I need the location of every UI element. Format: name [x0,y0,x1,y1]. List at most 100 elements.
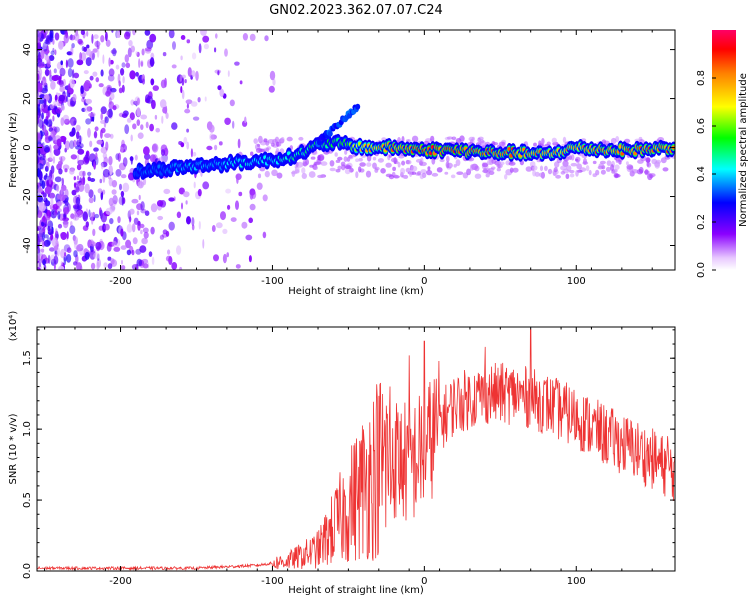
noise-speck [235,200,239,210]
noise-speck [185,99,193,105]
noise-speck [61,177,64,187]
noise-speck [217,85,222,91]
noise-speck [37,82,41,90]
noise-speck [43,239,51,247]
noise-speck [71,43,75,49]
noise-speck [70,46,74,56]
fringe-speck [562,160,569,168]
noise-speck [64,140,70,151]
noise-speck [97,188,103,194]
fringe-speck [335,159,341,163]
noise-speck [211,225,216,232]
noise-speck [110,259,118,267]
noise-speck [37,132,41,141]
noise-speck [150,226,155,235]
noise-speck [150,78,155,86]
noise-speck [37,54,41,61]
fringe-speck [610,137,617,144]
noise-speck [75,196,81,206]
fringe-speck [487,167,495,172]
snr-panel: -200 -100 0 100 0.0 0.5 1.0 1.5 Height of stra… [8,311,676,596]
noise-speck [58,40,64,50]
noise-speck [64,30,68,36]
noise-speck [215,222,223,229]
noise-speck [224,48,228,57]
noise-speck [184,79,187,84]
noise-speck [45,30,49,35]
colorbar-tick-label: 0.8 [696,70,707,86]
noise-speck [38,154,46,161]
noise-speck [89,75,94,81]
noise-speck [60,156,63,167]
x-tick-label: 0 [421,576,427,587]
noise-speck [160,79,167,89]
noise-speck [181,89,185,100]
noise-speck [125,62,131,69]
noise-speck [186,216,191,225]
noise-speck [96,139,103,145]
noise-speck [183,136,188,145]
noise-speck [128,214,131,224]
fringe-speck [456,171,464,175]
fringe-speck [393,174,399,179]
noise-speck [77,210,83,216]
noise-speck [144,47,152,52]
noise-speck [160,149,166,156]
fringe-speck [380,168,386,174]
noise-speck [180,35,186,40]
noise-speck [120,68,125,76]
noise-speck [76,204,83,210]
noise-speck [56,138,62,147]
fringe-speck [263,138,268,143]
noise-speck [171,64,177,69]
noise-speck [129,70,136,80]
fringe-speck [588,169,592,176]
noise-speck [64,168,68,173]
noise-speck [198,220,201,230]
noise-speck [46,180,50,186]
noise-speck [42,49,50,54]
fringe-speck [496,167,501,172]
noise-speck [176,245,182,255]
noise-speck [77,148,85,155]
fringe-speck [498,141,506,146]
noise-speck [144,30,151,36]
fringe-speck [345,165,352,170]
noise-speck [100,112,103,121]
fringe-speck [644,169,649,176]
noise-speck [63,33,69,44]
noise-speck [62,114,70,124]
noise-speck [58,168,63,175]
noise-speck [88,209,91,218]
noise-speck [79,143,84,149]
fringe-speck [400,167,406,175]
noise-speck [146,95,154,104]
noise-speck [149,123,155,132]
noise-speck [48,55,55,61]
noise-speck [46,161,50,169]
noise-speck [143,146,150,156]
spectrogram-frame [36,29,676,271]
fringe-speck [271,169,278,177]
fringe-speck [486,160,492,165]
noise-speck [141,48,145,56]
noise-speck [37,163,44,170]
noise-speck [100,162,104,170]
fringe-speck [626,164,634,170]
noise-speck [138,58,141,69]
noise-speck [80,178,85,185]
snr-y-multiplier: (x10⁴) [8,311,19,342]
y-tick-label: -20 [22,188,33,204]
noise-speck [118,80,121,87]
noise-speck [151,256,155,265]
noise-speck [44,69,50,76]
ridge-branch [355,103,361,110]
noise-speck [82,170,86,177]
noise-speck [42,108,48,113]
fringe-speck [662,167,669,172]
noise-speck [53,245,59,251]
fringe-speck [648,173,656,178]
noise-speck [41,112,44,120]
noise-speck [219,88,225,97]
